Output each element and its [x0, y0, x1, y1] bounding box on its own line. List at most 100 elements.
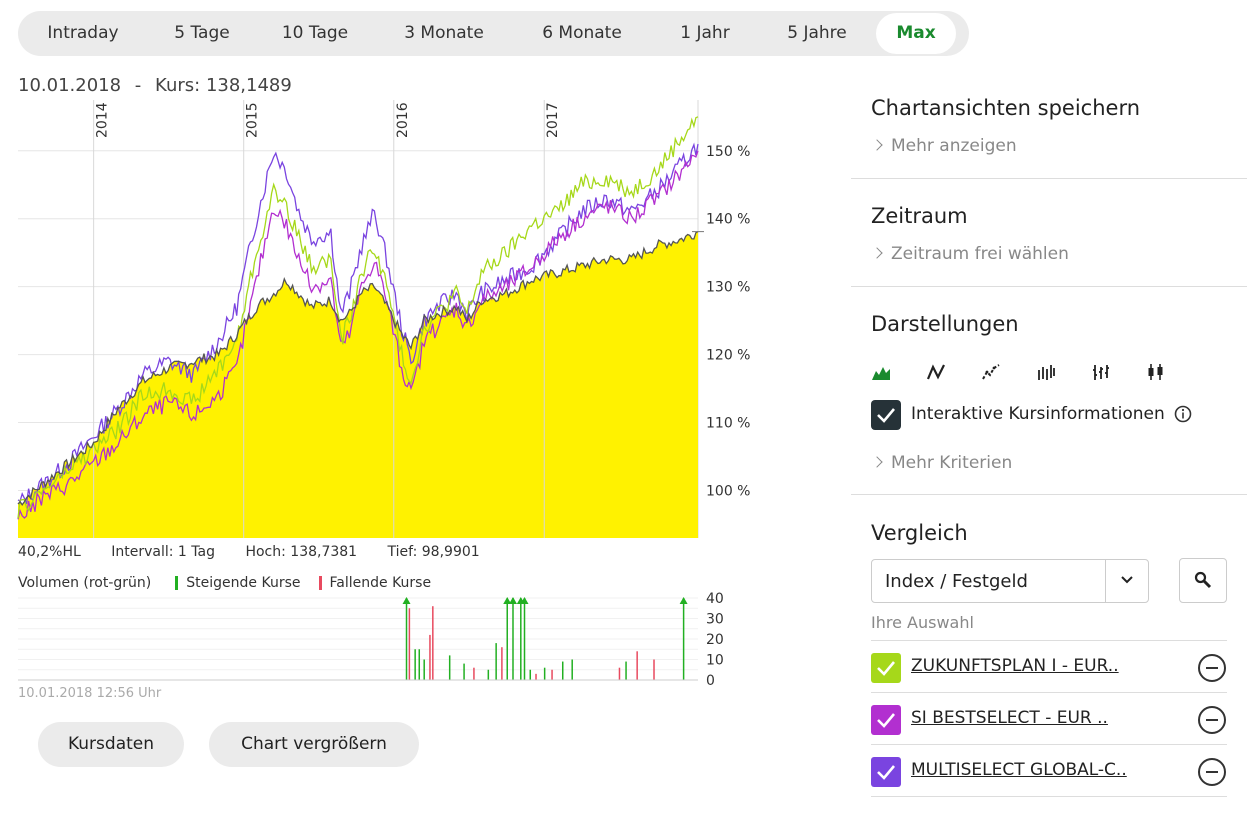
volume-bar	[625, 661, 627, 680]
tab-5-tage[interactable]: 5 Tage	[174, 23, 230, 43]
search-button[interactable]	[1179, 558, 1227, 603]
volume-overflow-arrow-icon	[679, 597, 688, 604]
zeitraum-free-label: Zeitraum frei wählen	[891, 244, 1069, 264]
tab-3-monate[interactable]: 3 Monate	[404, 23, 484, 43]
y-tick-label: 100 %	[706, 483, 750, 499]
remove-icon[interactable]	[1198, 706, 1226, 734]
tab-max[interactable]: Max	[876, 13, 956, 54]
volume-bar	[418, 649, 421, 680]
chart-enlarge-button[interactable]: Chart vergrößern	[209, 722, 419, 767]
stat-low: Tief: 98,9901	[387, 544, 480, 560]
volume-bar	[501, 647, 503, 680]
select-separator	[1105, 560, 1106, 602]
save-views-more-link[interactable]: Mehr anzeigen	[871, 136, 1017, 156]
volume-bar	[561, 661, 564, 680]
volume-bar	[653, 659, 655, 680]
chevron-right-icon	[871, 139, 883, 151]
remove-icon[interactable]	[1198, 654, 1226, 682]
check-icon	[877, 661, 895, 676]
volume-bar	[429, 634, 431, 680]
year-tick-label: 2014	[95, 102, 111, 138]
comparison-select-value: Index / Festgeld	[885, 571, 1028, 592]
volume-bar	[473, 667, 475, 680]
y-tick-label: 120 %	[706, 348, 750, 364]
chart-stats: 40,2%HL Intervall: 1 Tag Hoch: 138,7381 …	[18, 544, 506, 560]
kurs-value: 138,1489	[205, 75, 292, 96]
y-tick-label: 140 %	[706, 212, 750, 228]
volume-bar	[414, 649, 416, 680]
volume-overflow-arrow-icon	[503, 597, 512, 604]
check-icon	[877, 713, 895, 728]
volume-bar	[571, 659, 573, 680]
divider	[851, 286, 1247, 287]
volume-bar	[520, 598, 522, 680]
divider	[851, 494, 1247, 495]
volume-bar	[618, 667, 621, 680]
bar-chart-icon[interactable]	[1091, 362, 1111, 382]
volume-bar	[512, 598, 514, 680]
tab-5-jahre[interactable]: 5 Jahre	[787, 23, 847, 43]
interactive-info-checkbox[interactable]	[871, 400, 901, 430]
volume-bar	[495, 643, 497, 680]
year-tick-label: 2016	[395, 102, 411, 138]
more-criteria-link[interactable]: Mehr Kriterien	[871, 453, 1012, 473]
area-chart-icon[interactable]	[871, 362, 891, 382]
volume-bar	[636, 651, 638, 680]
volume-bar	[529, 669, 532, 680]
comparison-checkbox[interactable]	[871, 705, 901, 735]
comparison-item: ZUKUNFTSPLAN I - EUR..	[871, 641, 1227, 693]
chevron-right-icon	[871, 456, 883, 468]
comparison-checkbox[interactable]	[871, 757, 901, 787]
y-tick-label: 110 %	[706, 416, 750, 432]
rising-swatch-icon	[175, 576, 179, 590]
tab-6-monate[interactable]: 6 Monate	[542, 23, 622, 43]
check-icon	[877, 765, 895, 780]
kurs-date: 10.01.2018	[18, 75, 122, 96]
volume-bar	[487, 669, 490, 680]
check-icon	[877, 408, 895, 423]
volume-bar	[408, 608, 411, 680]
dotted-line-icon[interactable]	[981, 362, 1001, 382]
volume-tick-label: 30	[706, 612, 724, 628]
save-views-title: Chartansichten speichern	[871, 96, 1141, 120]
volume-bar	[463, 663, 465, 680]
volume-down-label: Fallende Kurse	[329, 575, 432, 591]
price-chart[interactable]: 100 % 110 % 120 % 130 % 140 % 150 % 2014 2015 20…	[0, 0, 760, 720]
remove-icon[interactable]	[1198, 758, 1226, 786]
save-views-more-label: Mehr anzeigen	[891, 136, 1017, 156]
tab-intraday[interactable]: Intraday	[47, 23, 119, 43]
tab-1-jahr[interactable]: 1 Jahr	[680, 23, 730, 43]
year-tick-label: 2017	[545, 102, 561, 138]
line-chart-icon[interactable]	[926, 362, 946, 382]
zeitraum-title: Zeitraum	[871, 204, 968, 228]
comparison-item-link[interactable]: MULTISELECT GLOBAL-C..	[911, 760, 1127, 780]
kursdaten-button[interactable]: Kursdaten	[38, 722, 184, 767]
volume-bar	[535, 673, 537, 680]
comparison-item-link[interactable]: ZUKUNFTSPLAN I - EUR..	[911, 656, 1119, 676]
volume-tick-label: 40	[706, 591, 724, 607]
divider	[851, 178, 1247, 179]
candlestick-icon[interactable]	[1146, 362, 1166, 382]
zeitraum-free-link[interactable]: Zeitraum frei wählen	[871, 244, 1069, 264]
ohlc-chart-icon[interactable]	[1036, 362, 1056, 382]
search-icon	[1194, 571, 1212, 589]
volume-title: Volumen (rot-grün)	[18, 575, 152, 591]
chart-type-icons	[871, 362, 1201, 382]
volume-up-label: Steigende Kurse	[186, 575, 301, 591]
tab-10-tage[interactable]: 10 Tage	[281, 23, 349, 43]
comparison-checkbox[interactable]	[871, 653, 901, 683]
volume-tick-label: 10	[706, 653, 724, 669]
kurs-label: Kurs:	[155, 75, 201, 96]
volume-bar	[523, 598, 526, 680]
volume-bar	[423, 659, 425, 680]
chart-timestamp: 10.01.2018 12:56 Uhr	[18, 686, 162, 701]
dropdown-toggle[interactable]	[1105, 560, 1149, 602]
divider	[871, 640, 1227, 641]
comparison-item-link[interactable]: SI BESTSELECT - EUR ..	[911, 708, 1108, 728]
comparison-select[interactable]: Index / Festgeld	[871, 559, 1149, 603]
info-icon[interactable]	[1174, 405, 1192, 423]
comparison-series-line	[17, 142, 699, 505]
comparison-series-line	[17, 150, 699, 520]
comparison-series-line	[17, 116, 699, 519]
volume-bar	[551, 669, 553, 680]
